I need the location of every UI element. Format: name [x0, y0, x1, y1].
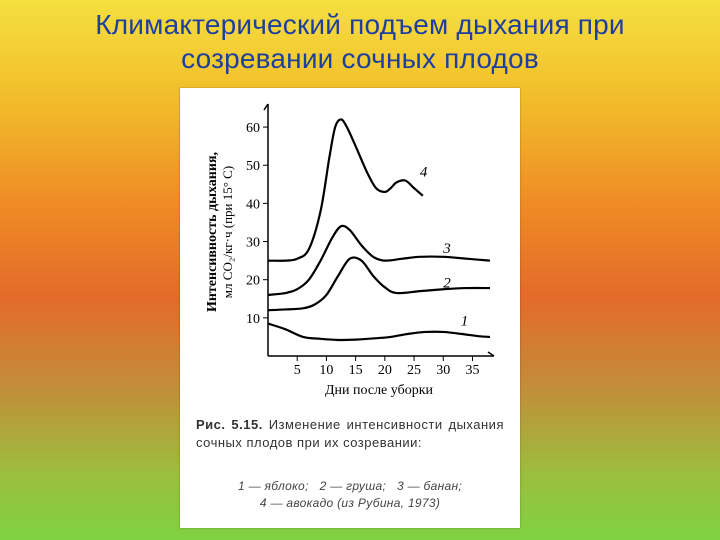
- figure-legend: 1 — яблоко; 2 — груша; 3 — банан;4 — аво…: [196, 478, 504, 512]
- figure-caption: Рис. 5.15. Изменение интенсивности дыхан…: [196, 416, 504, 451]
- svg-text:мл CO₂/кг·ч (при 15° C): мл CO₂/кг·ч (при 15° C): [220, 166, 235, 298]
- svg-text:50: 50: [246, 159, 260, 174]
- svg-text:Дни после уборки: Дни после уборки: [325, 383, 434, 398]
- svg-text:30: 30: [436, 363, 450, 378]
- figure-panel: 5 10 15 20 25 30 35 10 20 30 40 50 60 Дни после уборк…: [180, 88, 520, 528]
- svg-text:40: 40: [246, 197, 260, 212]
- caption-prefix: Рис. 5.15.: [196, 417, 263, 432]
- svg-text:15: 15: [349, 363, 363, 378]
- svg-text:10: 10: [246, 312, 260, 327]
- svg-text:25: 25: [407, 363, 421, 378]
- svg-text:2: 2: [443, 275, 451, 291]
- svg-text:35: 35: [465, 363, 479, 378]
- svg-text:10: 10: [319, 363, 333, 378]
- svg-text:3: 3: [442, 241, 451, 257]
- slide-title: Климактерический подъем дыхания при созр…: [0, 0, 720, 75]
- chart: 5 10 15 20 25 30 35 10 20 30 40 50 60 Дни после уборк…: [198, 100, 502, 400]
- svg-text:4: 4: [420, 165, 428, 181]
- svg-text:1: 1: [461, 313, 469, 329]
- svg-text:30: 30: [246, 236, 260, 251]
- svg-text:Интенсивность дыхания,: Интенсивность дыхания,: [205, 152, 220, 312]
- svg-text:20: 20: [378, 363, 392, 378]
- svg-text:60: 60: [246, 121, 260, 136]
- svg-text:5: 5: [294, 363, 301, 378]
- svg-text:20: 20: [246, 274, 260, 289]
